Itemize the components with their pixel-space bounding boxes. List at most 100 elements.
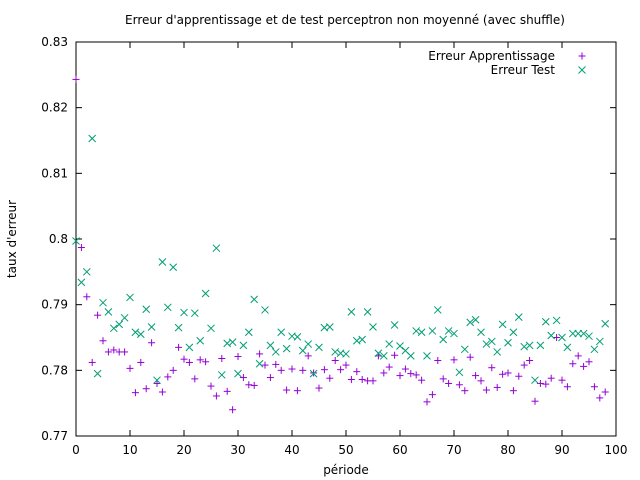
- test-point: [563, 343, 572, 352]
- test-point: [266, 341, 275, 350]
- train-point: [299, 366, 307, 374]
- x-tick-label: 30: [230, 443, 245, 457]
- test-point: [298, 346, 307, 355]
- test-point: [82, 267, 91, 276]
- train-point: [418, 376, 426, 384]
- train-point: [520, 361, 528, 369]
- train-point: [504, 369, 512, 377]
- test-point: [131, 328, 140, 337]
- train-point: [488, 364, 496, 372]
- train-point: [580, 362, 588, 370]
- test-point: [207, 324, 215, 333]
- train-point: [423, 398, 431, 406]
- train-point: [175, 343, 183, 351]
- train-point: [83, 293, 91, 301]
- y-tick-label: 0.78: [41, 363, 68, 377]
- test-point: [250, 295, 259, 304]
- test-point: [487, 337, 496, 346]
- train-point: [223, 387, 231, 395]
- train-point: [380, 369, 388, 377]
- train-point: [547, 374, 555, 382]
- test-point: [412, 327, 421, 335]
- test-point: [547, 331, 556, 340]
- test-point: [531, 376, 539, 385]
- test-point: [369, 323, 377, 331]
- test-point: [158, 258, 167, 266]
- test-point: [255, 359, 264, 368]
- train-point: [304, 352, 312, 360]
- train-point: [110, 346, 118, 354]
- test-point: [261, 306, 269, 314]
- test-point: [169, 263, 178, 272]
- train-point: [77, 244, 85, 252]
- x-tick-label: 20: [176, 443, 191, 457]
- train-point: [590, 383, 598, 391]
- train-point: [169, 366, 177, 374]
- train-point: [439, 375, 447, 383]
- train-point: [137, 358, 145, 366]
- test-point: [493, 348, 502, 356]
- test-point: [196, 336, 205, 345]
- test-point: [315, 343, 323, 352]
- train-point: [526, 356, 534, 364]
- test-point: [244, 328, 253, 337]
- test-point: [120, 313, 129, 322]
- train-point: [472, 372, 480, 380]
- train-point: [315, 384, 323, 392]
- test-point: [585, 332, 593, 341]
- test-point: [509, 328, 518, 337]
- train-point: [104, 348, 112, 356]
- x-axis-label: période: [323, 463, 369, 477]
- test-point: [325, 323, 334, 331]
- test-point: [574, 329, 583, 338]
- train-point: [326, 374, 334, 382]
- x-tick-label: 80: [500, 443, 515, 457]
- train-point: [482, 386, 490, 394]
- x-tick-label: 10: [122, 443, 137, 457]
- test-point: [304, 340, 313, 348]
- test-point: [439, 335, 448, 344]
- test-point: [201, 289, 210, 298]
- test-point: [433, 306, 442, 314]
- test-point: [104, 308, 113, 316]
- train-point: [428, 391, 436, 399]
- train-point: [450, 356, 458, 364]
- test-point: [72, 237, 80, 245]
- train-point: [148, 339, 156, 347]
- x-tick-label: 0: [72, 443, 80, 457]
- test-point: [142, 305, 151, 314]
- test-point: [77, 278, 86, 287]
- y-axis: 0.77 0.78 0.79 0.8 0.81 0.82 0.83: [41, 35, 616, 443]
- test-point: [282, 344, 291, 353]
- train-point: [218, 355, 226, 363]
- train-point: [509, 387, 517, 395]
- legend-marker: [578, 66, 586, 74]
- train-point: [601, 388, 609, 396]
- series-layer: [72, 75, 610, 414]
- train-point: [461, 387, 469, 395]
- train-point: [320, 366, 328, 374]
- test-point: [423, 352, 431, 360]
- train-point: [385, 363, 393, 371]
- test-point: [212, 244, 221, 253]
- legend-label: Erreur Apprentissage: [428, 49, 555, 63]
- series-erreur-test: [72, 134, 610, 385]
- test-point: [277, 328, 286, 337]
- train-point: [531, 397, 539, 405]
- x-tick-label: 40: [284, 443, 299, 457]
- test-point: [444, 327, 453, 335]
- test-point: [190, 309, 199, 318]
- test-point: [223, 339, 232, 348]
- test-point: [347, 308, 356, 316]
- test-point: [379, 352, 388, 360]
- test-point: [309, 369, 318, 378]
- train-point: [283, 386, 291, 394]
- test-point: [536, 341, 545, 350]
- test-point: [471, 315, 480, 324]
- train-point: [558, 376, 566, 384]
- test-point: [579, 329, 588, 338]
- test-point: [115, 320, 124, 329]
- y-tick-label: 0.77: [41, 429, 68, 443]
- test-point: [450, 329, 458, 338]
